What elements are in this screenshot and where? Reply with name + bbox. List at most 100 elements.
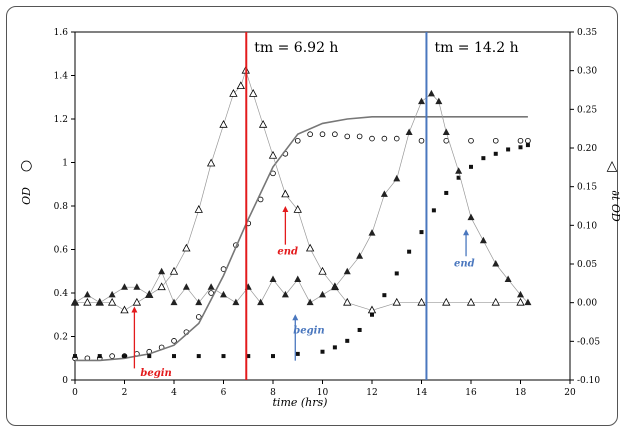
data-point-triangle-filled [319, 290, 326, 298]
x-tick-label: 8 [270, 388, 276, 398]
data-point-triangle-open [318, 266, 327, 275]
data-point-square [518, 145, 523, 150]
series-2 [73, 143, 530, 359]
data-point-triangle-filled [467, 213, 475, 221]
y-left-axis-ticks: 0 0.2 0.4 0.6 0.8 1 1.2 1.4 1.6 [54, 28, 75, 386]
y-left-tick-label: 1 [62, 159, 68, 169]
data-point-triangle-open [249, 89, 258, 97]
chart-svg: 0 2 4 6 8 10 12 14 16 18 20 0 0.2 0.4 0.6 0.8 1 1.2 1.4 1.… [18, 28, 622, 409]
data-point-triangle-open [392, 297, 401, 306]
data-point-triangle-open [442, 297, 451, 306]
y-left-tick-label: 1.2 [54, 115, 68, 125]
y-right-axis-label: ∂t OD [609, 190, 622, 222]
data-point-circle [525, 137, 531, 144]
data-point-square [73, 354, 77, 359]
data-point-square [456, 175, 461, 180]
data-point-square [444, 190, 449, 195]
x-tick-label: 20 [564, 388, 576, 398]
data-point-circle [418, 137, 425, 144]
data-point-triangle-open [107, 297, 117, 306]
data-point-triangle-filled [195, 298, 203, 306]
data-point-triangle-filled [281, 290, 289, 298]
data-point-triangle-filled [380, 190, 388, 197]
data-point-triangle-filled [121, 283, 128, 290]
end-red-arrow-head [282, 206, 289, 212]
data-point-triangle-open [343, 297, 352, 306]
y-right-tick-label: -0.10 [577, 376, 600, 386]
data-point-triangle-open [83, 297, 92, 306]
data-point-triangle-open [206, 158, 216, 167]
data-point-triangle-filled [479, 236, 487, 244]
y-right-legend-symbol: △ [607, 158, 618, 174]
annotations-layer: tm = 6.92 h tm = 14.2 h begin end begin end [131, 32, 519, 380]
series-1 [75, 116, 528, 362]
data-point-square [196, 354, 201, 359]
data-point-circle [393, 135, 400, 142]
data-point-square [357, 327, 362, 332]
data-point-square [97, 354, 102, 359]
data-point-triangle-open [417, 297, 426, 306]
begin-red-label: begin [140, 368, 171, 379]
data-point-square [370, 312, 374, 317]
x-tick-label: 10 [317, 388, 329, 398]
data-point-triangle-open [157, 282, 166, 291]
data-point-circle [294, 137, 301, 144]
data-point-triangle-open [182, 243, 191, 252]
data-point-triangle-open [258, 119, 268, 128]
series-connector-line [75, 69, 521, 311]
data-point-square [493, 151, 498, 156]
x-axis-ticks: 0 2 4 6 8 10 12 14 16 18 20 [72, 380, 576, 398]
data-point-triangle-filled [405, 128, 413, 136]
data-point-triangle-filled [524, 298, 532, 306]
end-red-label: end [277, 247, 298, 258]
data-point-triangle-open [229, 89, 238, 97]
data-point-triangle-filled [455, 167, 463, 174]
data-point-square [295, 351, 300, 356]
data-point-triangle-filled [356, 252, 364, 259]
data-point-square [122, 354, 127, 359]
data-point-circle [468, 137, 474, 144]
y-left-tick-label: 1.4 [54, 72, 69, 82]
data-point-square [469, 164, 473, 169]
tm1-label: tm = 6.92 h [254, 40, 338, 56]
data-point-square [419, 230, 424, 235]
y-right-tick-label: 0.15 [577, 183, 597, 193]
data-point-triangle-open [236, 81, 245, 90]
data-point-triangle-filled [435, 97, 443, 105]
data-point-square [481, 156, 486, 161]
data-point-triangle-filled [133, 283, 141, 290]
end-blue-arrow-head [463, 229, 470, 236]
data-point-circle [109, 353, 115, 359]
y-right-tick-label: 0.05 [577, 260, 597, 270]
data-point-triangle-open [194, 205, 203, 213]
data-point-square [271, 354, 275, 359]
data-point-circle [443, 137, 450, 144]
data-point-triangle-filled [442, 128, 450, 136]
data-point-triangle-filled [96, 298, 104, 306]
data-point-square [394, 271, 399, 276]
y-right-axis-ticks: -0.10 -0.05 0.00 0.05 0.10 0.15 0.20 0.25 0.30 0.… [570, 28, 600, 386]
y-right-tick-label: 0.00 [577, 299, 597, 309]
x-axis-label: time (hrs) [273, 396, 328, 409]
data-point-triangle-filled [182, 283, 190, 290]
data-point-circle [208, 290, 214, 296]
data-point-circle [319, 131, 326, 138]
data-point-triangle-open [305, 243, 315, 252]
x-tick-label: 14 [416, 388, 428, 398]
x-tick-label: 2 [122, 388, 128, 398]
data-point-triangle-filled [207, 283, 215, 290]
data-point-triangle-filled [158, 267, 166, 275]
begin-blue-label: begin [293, 326, 324, 337]
data-point-triangle-filled [343, 267, 351, 275]
x-tick-label: 16 [465, 388, 477, 398]
y-left-tick-label: 0.4 [54, 289, 69, 299]
data-point-triangle-open [219, 119, 228, 128]
data-point-triangle-open [516, 297, 525, 306]
data-point-square [407, 249, 412, 254]
y-right-tick-label: 0.20 [577, 144, 597, 154]
data-point-triangle-open [367, 305, 377, 314]
data-point-circle [381, 135, 388, 142]
data-point-circle [332, 131, 338, 138]
series-layer [70, 65, 532, 362]
data-point-circle [356, 133, 363, 140]
